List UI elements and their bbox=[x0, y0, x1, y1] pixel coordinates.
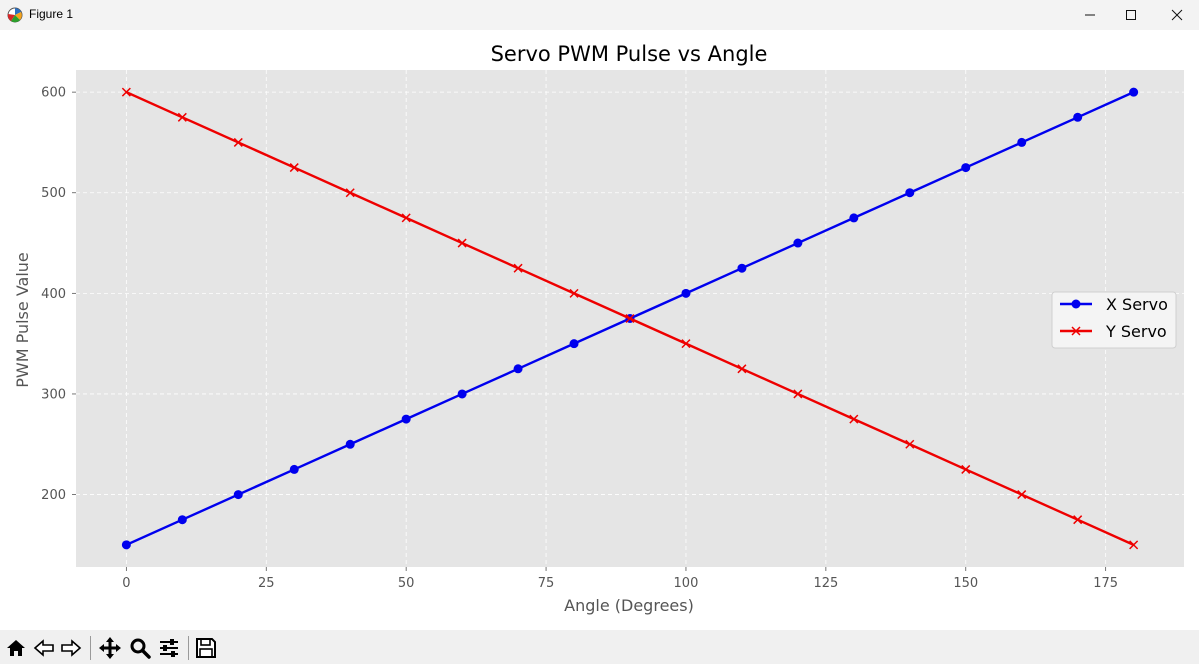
data-point bbox=[1017, 490, 1027, 500]
close-icon bbox=[1171, 9, 1183, 21]
y-tick-label: 400 bbox=[41, 287, 66, 302]
toolbar-separator bbox=[90, 636, 91, 660]
data-point bbox=[849, 414, 859, 424]
data-point bbox=[737, 263, 747, 273]
data-point bbox=[569, 288, 579, 298]
data-point bbox=[681, 288, 691, 298]
legend: X Servo Y Servo bbox=[1051, 291, 1177, 349]
x-tick-label: 125 bbox=[813, 576, 838, 591]
save-button[interactable] bbox=[193, 635, 219, 661]
data-point bbox=[345, 188, 355, 198]
data-point bbox=[1073, 112, 1083, 122]
data-point bbox=[793, 238, 803, 248]
forward-button[interactable] bbox=[58, 635, 84, 661]
data-point bbox=[289, 163, 299, 173]
y-tick-label: 600 bbox=[41, 86, 66, 101]
data-point bbox=[569, 339, 579, 349]
legend-box bbox=[1051, 291, 1177, 349]
data-point bbox=[457, 238, 467, 248]
close-button[interactable] bbox=[1154, 0, 1199, 30]
line-chart[interactable]: Servo PWM Pulse vs Angle 0 25 50 75 100 125 15… bbox=[0, 30, 1199, 630]
forward-icon bbox=[61, 639, 82, 657]
data-point bbox=[513, 263, 523, 273]
maximize-icon bbox=[1126, 10, 1136, 20]
zoom-icon bbox=[130, 638, 151, 659]
data-point bbox=[849, 213, 859, 223]
data-point bbox=[961, 163, 971, 173]
save-icon bbox=[196, 638, 216, 658]
minimize-icon bbox=[1085, 14, 1095, 16]
data-point bbox=[401, 213, 411, 223]
data-point bbox=[1129, 540, 1139, 550]
x-tick-label: 0 bbox=[122, 576, 130, 591]
maximize-button[interactable] bbox=[1108, 0, 1154, 30]
data-point bbox=[289, 464, 299, 474]
y-axis-ticks: 200 300 400 500 600 bbox=[41, 86, 76, 503]
data-point bbox=[737, 364, 747, 374]
legend-entry-y-servo: Y Servo bbox=[1060, 322, 1167, 341]
data-point bbox=[625, 313, 635, 324]
x-tick-label: 100 bbox=[674, 576, 699, 591]
y-axis-label: PWM Pulse Value bbox=[13, 252, 32, 388]
x-tick-label: 75 bbox=[538, 576, 555, 591]
x-tick-label: 150 bbox=[953, 576, 978, 591]
legend-marker-y-servo bbox=[1071, 326, 1081, 336]
x-tick-label: 25 bbox=[258, 576, 275, 591]
pan-button[interactable] bbox=[97, 635, 123, 661]
navigation-toolbar bbox=[0, 630, 1199, 664]
minimize-button[interactable] bbox=[1067, 0, 1113, 30]
figure-canvas: Servo PWM Pulse vs Angle 0 25 50 75 100 125 15… bbox=[0, 30, 1199, 630]
legend-entry-x-servo: X Servo bbox=[1060, 295, 1168, 314]
x-axis-ticks: 0 25 50 75 100 125 150 175 bbox=[122, 567, 1118, 591]
pan-icon bbox=[99, 637, 121, 659]
data-point bbox=[121, 540, 131, 550]
data-point bbox=[681, 339, 691, 349]
y-tick-label: 300 bbox=[41, 387, 66, 402]
data-point bbox=[1017, 137, 1027, 147]
x-tick-label: 50 bbox=[398, 576, 415, 591]
home-button[interactable] bbox=[3, 635, 29, 661]
window-title: Figure 1 bbox=[29, 7, 74, 21]
zoom-button[interactable] bbox=[127, 635, 153, 661]
y-tick-label: 200 bbox=[41, 488, 66, 503]
configure-subplots-icon bbox=[160, 639, 178, 657]
data-point bbox=[513, 364, 523, 374]
x-tick-label: 175 bbox=[1093, 576, 1118, 591]
data-point bbox=[177, 515, 187, 525]
data-point bbox=[401, 414, 411, 424]
home-icon bbox=[7, 640, 25, 656]
toolbar-separator bbox=[188, 636, 189, 660]
data-point bbox=[961, 464, 971, 474]
data-point bbox=[1073, 515, 1083, 525]
data-point bbox=[233, 137, 243, 147]
legend-label-y-servo: Y Servo bbox=[1105, 322, 1167, 341]
series-layer bbox=[121, 87, 1139, 550]
data-point bbox=[457, 389, 467, 399]
data-point bbox=[905, 188, 915, 198]
back-icon bbox=[33, 639, 54, 657]
back-button[interactable] bbox=[31, 635, 57, 661]
x-axis-label: Angle (Degrees) bbox=[564, 596, 694, 615]
data-point bbox=[345, 439, 355, 449]
data-point bbox=[1129, 87, 1139, 97]
legend-label-x-servo: X Servo bbox=[1106, 295, 1168, 314]
legend-marker-x-servo bbox=[1071, 299, 1081, 309]
y-tick-label: 500 bbox=[41, 186, 66, 201]
data-point bbox=[121, 87, 131, 97]
series-y-servo bbox=[121, 87, 1139, 550]
data-point bbox=[233, 490, 243, 500]
data-point bbox=[177, 112, 187, 122]
matplotlib-app-icon bbox=[7, 7, 23, 23]
configure-subplots-button[interactable] bbox=[156, 635, 182, 661]
data-point bbox=[905, 439, 915, 449]
chart-title: Servo PWM Pulse vs Angle bbox=[491, 42, 768, 66]
data-point bbox=[793, 389, 803, 399]
window-titlebar: Figure 1 bbox=[0, 0, 1199, 30]
